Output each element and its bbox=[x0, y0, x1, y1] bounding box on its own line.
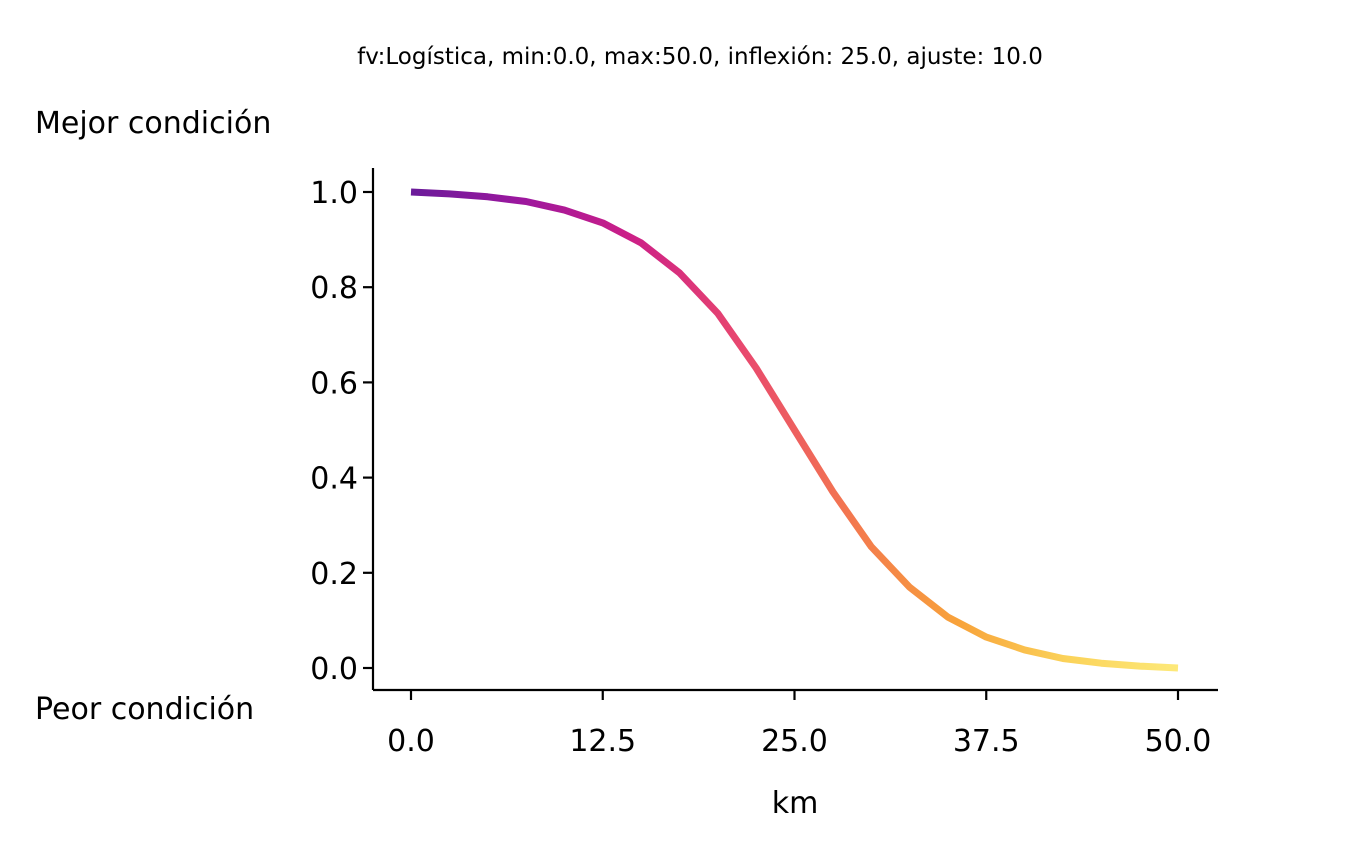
x-tick-label: 37.5 bbox=[953, 724, 1020, 759]
y-tick-label: 0.0 bbox=[310, 652, 358, 687]
y-tick-label: 0.4 bbox=[310, 462, 358, 497]
x-tick-label: 12.5 bbox=[569, 724, 636, 759]
x-axis-label: km bbox=[771, 786, 819, 821]
chart-title: fv:Logística, min:0.0, max:50.0, inflexi… bbox=[357, 44, 1043, 70]
y-top-label: Mejor condición bbox=[35, 106, 272, 141]
y-tick-label: 0.6 bbox=[310, 366, 358, 401]
y-tick-label: 0.8 bbox=[310, 271, 358, 306]
y-tick-label: 1.0 bbox=[310, 176, 358, 211]
series-line bbox=[410, 188, 1179, 672]
x-tick-label: 25.0 bbox=[761, 724, 828, 759]
x-tick-label: 50.0 bbox=[1145, 724, 1212, 759]
x-tick-label: 0.0 bbox=[387, 724, 435, 759]
y-tick-label: 0.2 bbox=[310, 557, 358, 592]
y-bottom-label: Peor condición bbox=[35, 692, 255, 727]
